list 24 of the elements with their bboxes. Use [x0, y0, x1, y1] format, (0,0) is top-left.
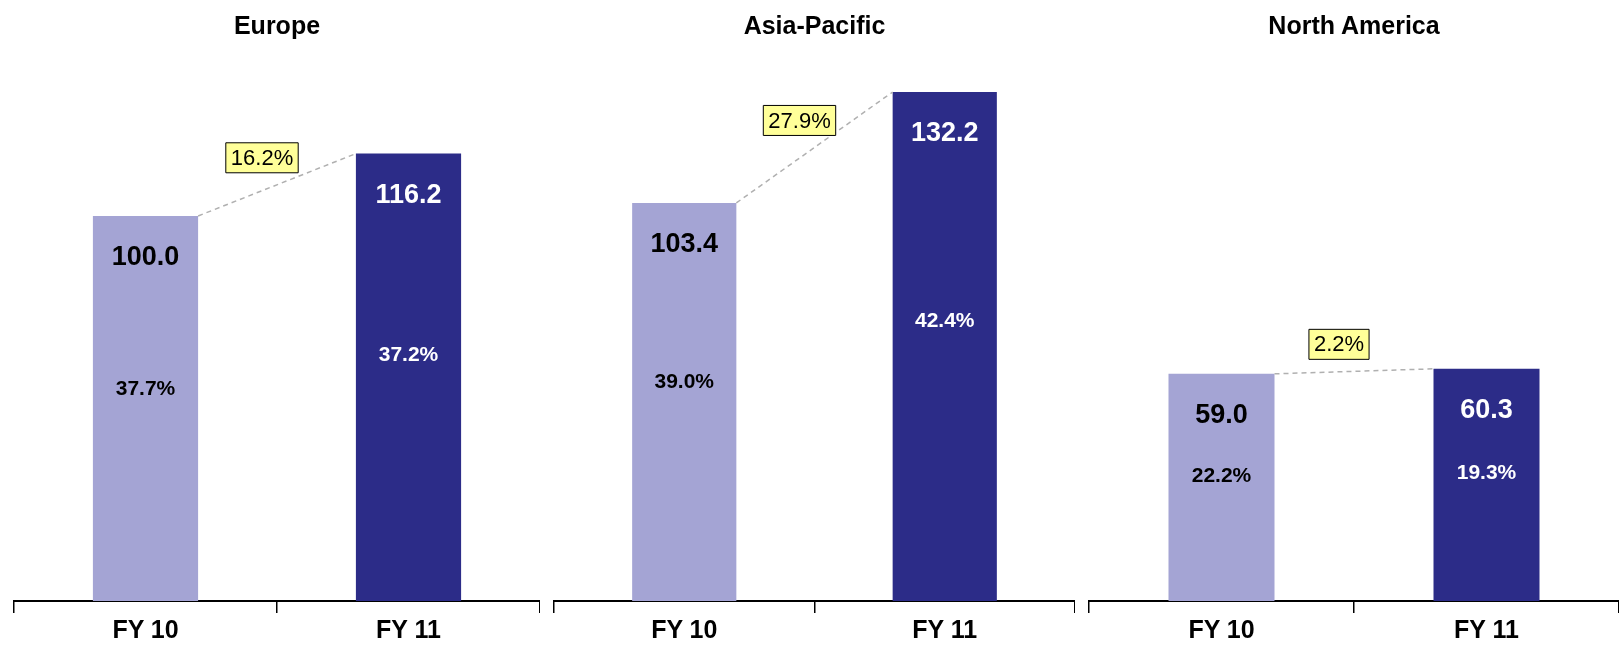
annotation: 37.2%	[378, 341, 439, 365]
x-tick-label: FY 11	[1454, 614, 1520, 643]
annotation: 37.7%	[115, 376, 176, 400]
data-label: 100.0	[111, 241, 180, 272]
annotation: 16.2%	[230, 144, 294, 170]
annotation: 27.9%	[768, 107, 831, 133]
text: 2.2%	[1313, 331, 1365, 357]
chart-title: Asia-Pacific	[743, 10, 886, 39]
data-label: 116.2	[375, 179, 442, 210]
x-tick-label: FY 10	[1188, 614, 1255, 643]
annotation: 39.0%	[654, 368, 715, 392]
chart-title: North America	[1268, 10, 1441, 39]
data-label: 59.0	[1195, 399, 1248, 430]
x-tick-label: FY 11	[912, 614, 978, 643]
annotation: 19.3%	[1456, 460, 1517, 484]
chart-title: Europe	[233, 10, 321, 39]
x-tick-label: FY 10	[651, 614, 718, 643]
x-tick-label: FY 10	[112, 614, 179, 643]
data-label: 60.3	[1460, 394, 1513, 425]
x-tick-label: FY 11	[376, 614, 442, 643]
data-label: 103.4	[650, 228, 719, 259]
data-label: 132.2	[910, 117, 979, 148]
annotation: 22.2%	[1191, 462, 1252, 486]
annotation: 42.4%	[914, 307, 975, 331]
